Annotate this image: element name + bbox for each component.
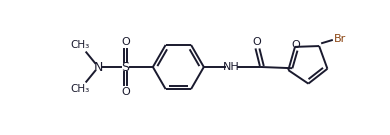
- Text: O: O: [121, 87, 130, 97]
- Text: O: O: [292, 40, 300, 50]
- Text: O: O: [252, 37, 261, 47]
- Text: O: O: [121, 37, 130, 47]
- Text: S: S: [121, 60, 129, 74]
- Text: CH₃: CH₃: [71, 84, 90, 94]
- Text: N: N: [93, 60, 103, 74]
- Text: NH: NH: [223, 62, 239, 72]
- Text: Br: Br: [333, 34, 346, 44]
- Text: CH₃: CH₃: [71, 40, 90, 50]
